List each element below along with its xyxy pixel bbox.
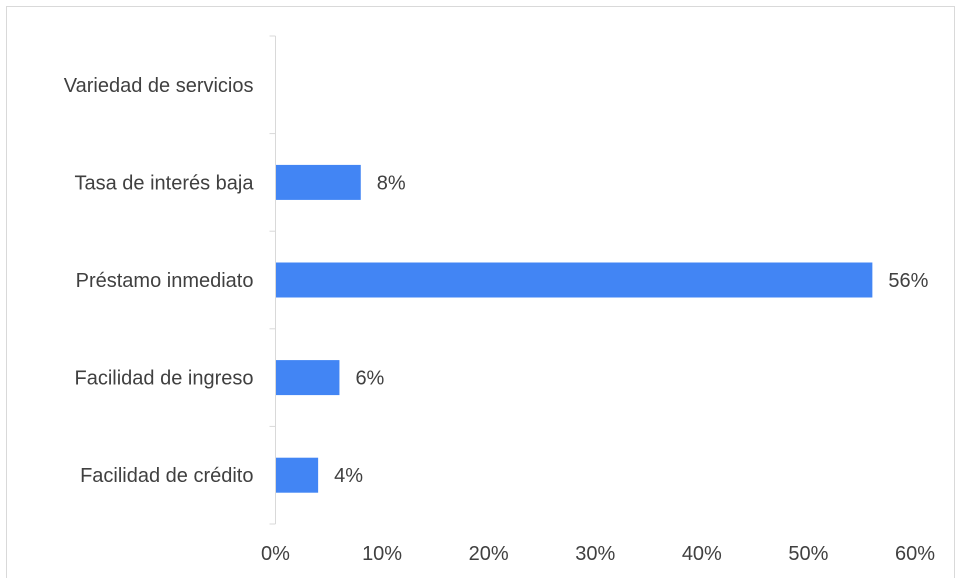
- x-tick-label: 60%: [895, 543, 935, 565]
- category-label: Facilidad de crédito: [80, 465, 253, 487]
- x-tick-label: 20%: [469, 543, 509, 565]
- data-label: 6%: [355, 368, 384, 390]
- x-tick-label: 50%: [788, 543, 828, 565]
- x-tick-label: 40%: [682, 543, 722, 565]
- bar: [276, 457, 319, 493]
- bar: [276, 164, 361, 200]
- bar: [276, 360, 340, 396]
- category-label: Variedad de servicios: [64, 75, 254, 97]
- category-label: Préstamo inmediato: [76, 270, 254, 292]
- x-tick-label: 0%: [261, 543, 290, 565]
- data-label: 56%: [888, 270, 928, 292]
- data-label: 4%: [334, 465, 363, 487]
- data-label: 8%: [377, 172, 406, 194]
- x-tick-label: 30%: [575, 543, 615, 565]
- category-label: Tasa de interés baja: [74, 172, 254, 194]
- bar: [276, 262, 873, 298]
- category-label: Facilidad de ingreso: [75, 368, 254, 390]
- x-tick-label: 10%: [362, 543, 402, 565]
